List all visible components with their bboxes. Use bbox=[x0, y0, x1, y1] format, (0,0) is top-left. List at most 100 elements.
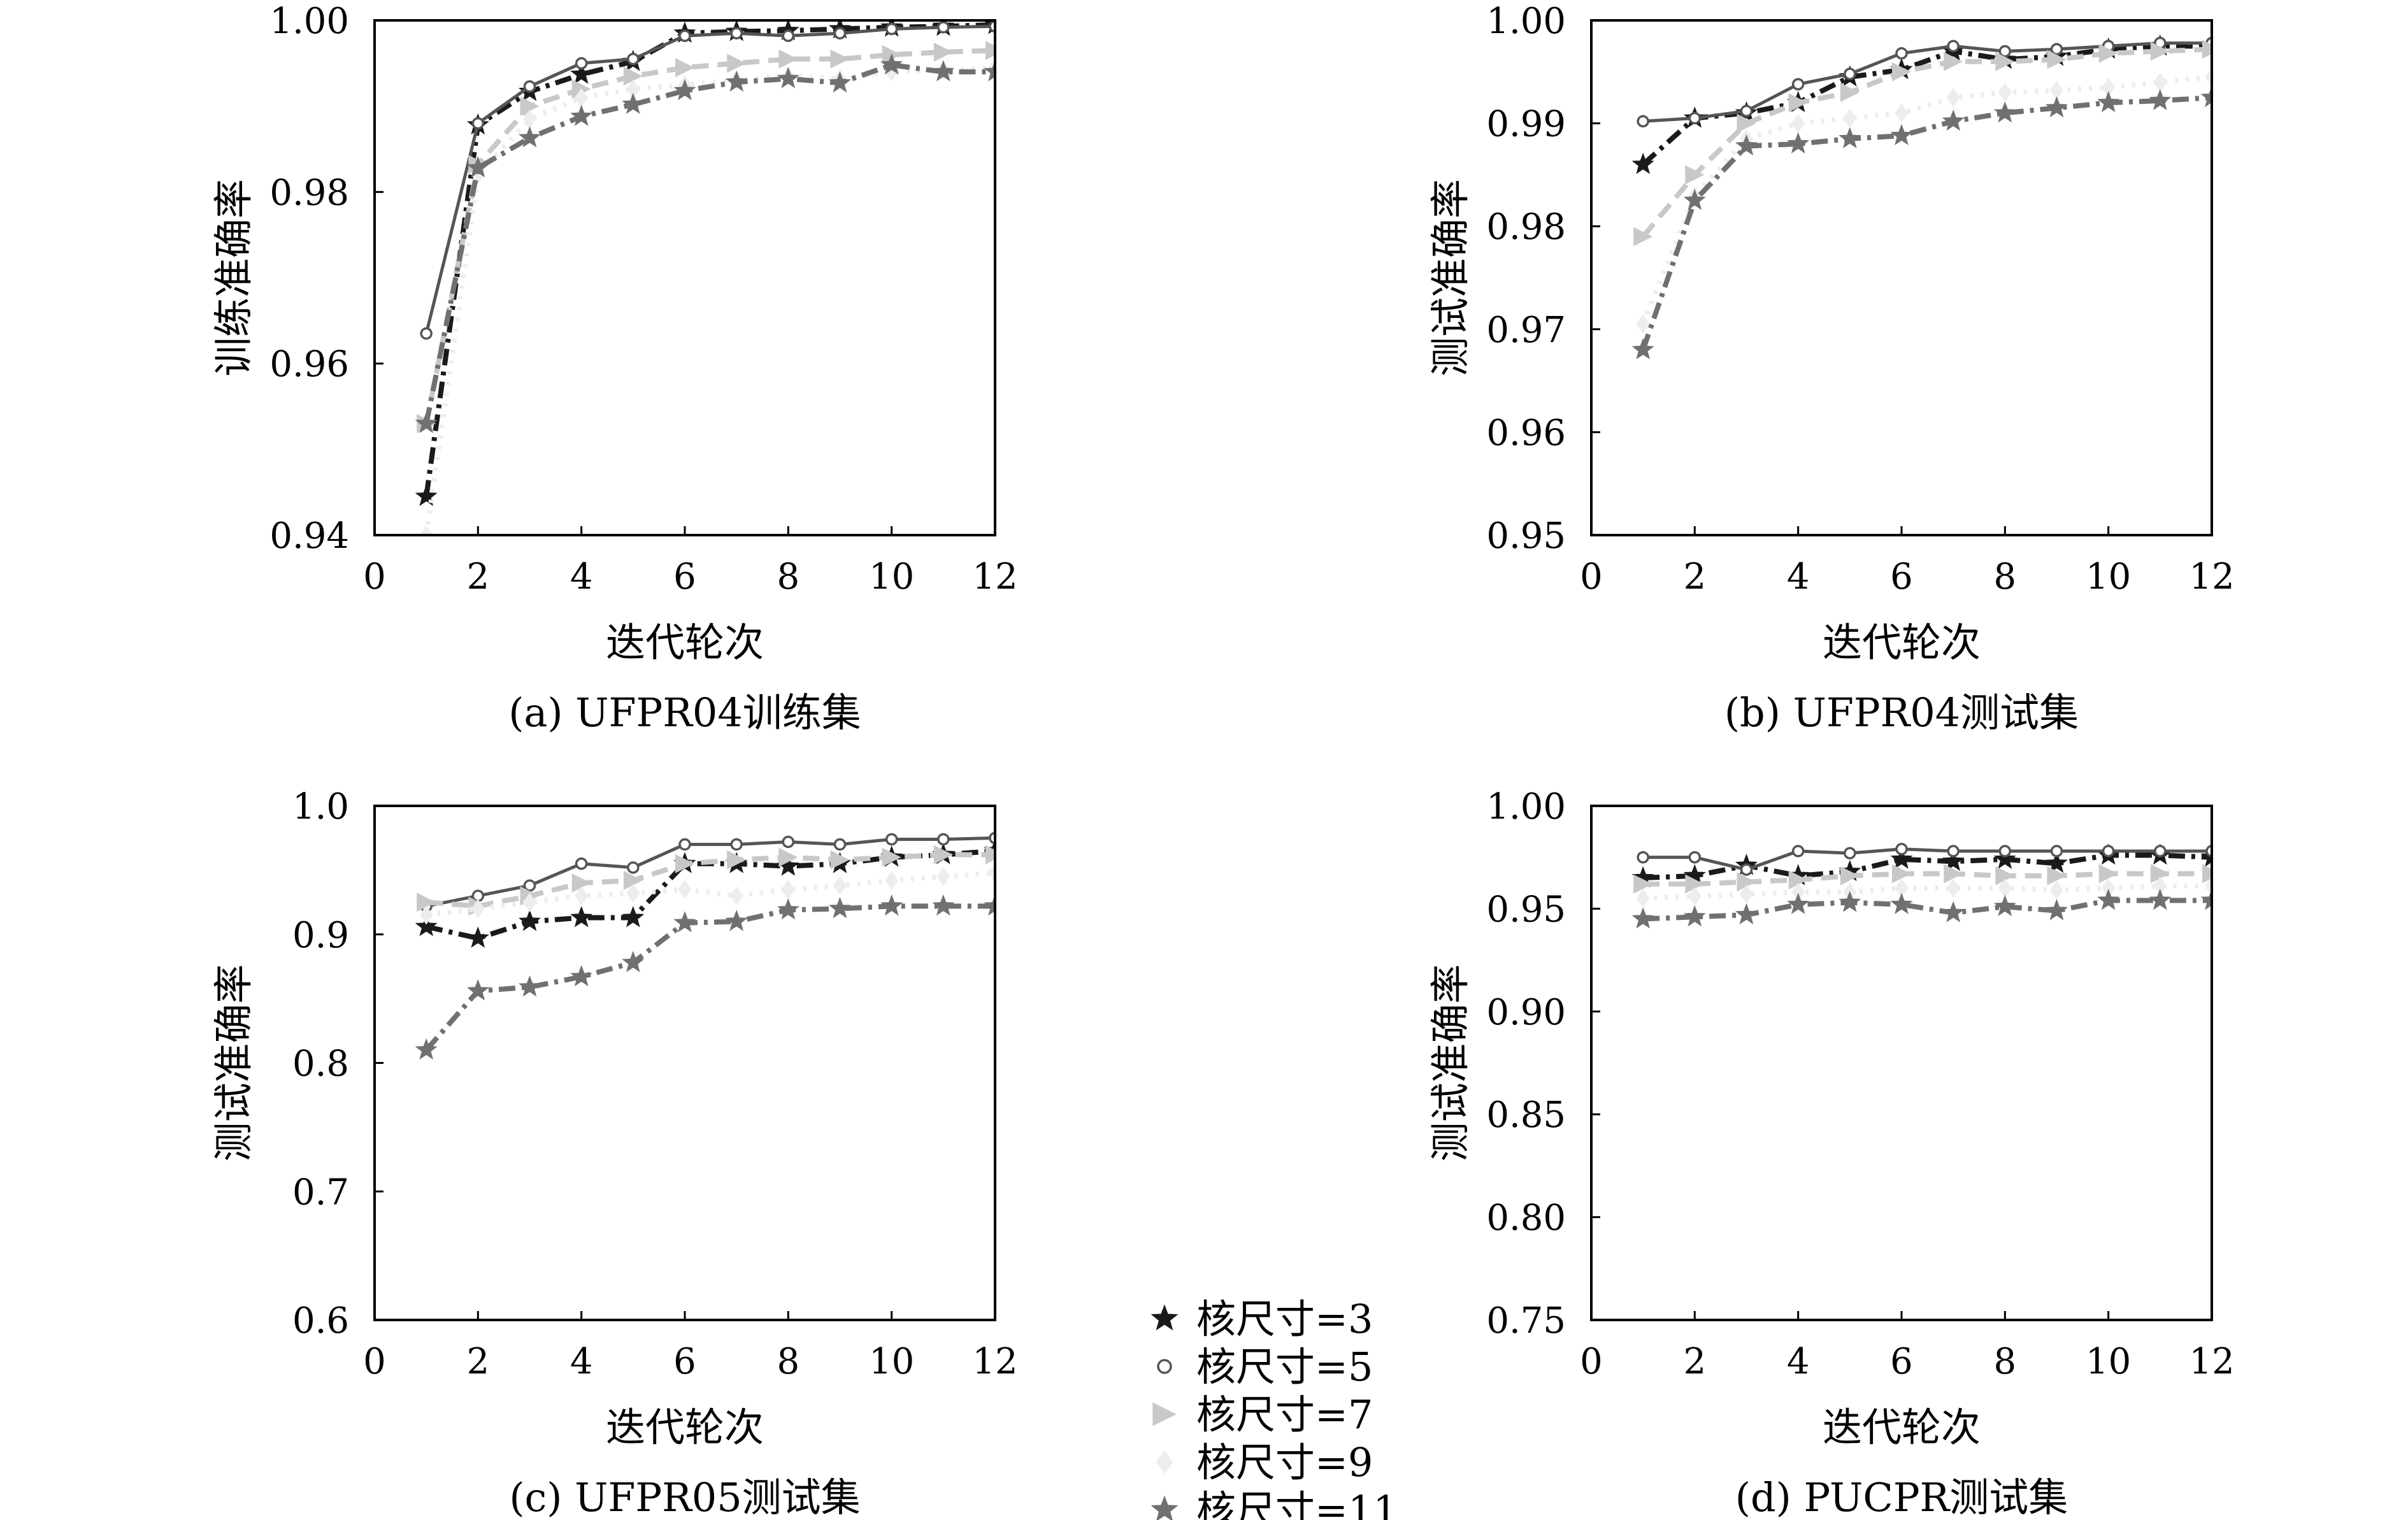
data-point bbox=[880, 53, 903, 75]
x-tick-label: 6 bbox=[673, 1341, 696, 1382]
data-point bbox=[932, 60, 955, 82]
series-line bbox=[426, 870, 995, 918]
data-point bbox=[833, 27, 847, 39]
y-tick-label: 0.97 bbox=[1486, 310, 1566, 351]
subplot-caption: (b) UFPR04测试集 bbox=[1724, 689, 2079, 736]
data-point bbox=[1735, 134, 1758, 156]
series-2 bbox=[1637, 843, 2212, 876]
data-point bbox=[885, 22, 898, 36]
data-point bbox=[2097, 90, 2120, 113]
data-point bbox=[626, 79, 640, 99]
data-point bbox=[1946, 878, 1960, 898]
data-point bbox=[1631, 152, 1654, 175]
data-point bbox=[2153, 72, 2167, 92]
data-point bbox=[626, 884, 640, 903]
data-point bbox=[933, 845, 953, 864]
data-point bbox=[1791, 882, 1805, 902]
data-point bbox=[622, 950, 645, 973]
x-tick-label: 2 bbox=[1684, 1341, 1707, 1382]
data-point bbox=[1788, 93, 1808, 113]
series-5 bbox=[1631, 889, 2212, 929]
chart-panel-4: 0 2 4 6 8 10 12 0.75 0.80 0.85 0.90 0.95 1.00 迭代轮次 测试准… bbox=[1427, 786, 2235, 1520]
series-line bbox=[1641, 47, 2212, 238]
data-point bbox=[518, 975, 541, 997]
data-point bbox=[2149, 89, 2172, 110]
series-3 bbox=[417, 41, 995, 433]
data-point bbox=[1685, 165, 1705, 185]
chart-panel-1: 0 2 4 6 8 10 12 0.94 0.96 0.98 1.00 迭代轮次 训练准确率 (a) UF… bbox=[210, 1, 1018, 736]
data-point bbox=[1947, 845, 1960, 857]
data-point bbox=[1843, 108, 1857, 128]
data-point bbox=[984, 894, 995, 916]
data-point bbox=[1737, 113, 1756, 133]
x-axis-label: 迭代轮次 bbox=[1823, 619, 1981, 666]
data-point bbox=[777, 898, 799, 920]
data-point bbox=[523, 109, 536, 129]
x-tick-label: 6 bbox=[673, 556, 696, 598]
data-point bbox=[419, 526, 433, 535]
data-point bbox=[2050, 845, 2063, 857]
series-3 bbox=[1633, 39, 2212, 247]
data-point bbox=[781, 880, 795, 900]
data-point bbox=[937, 21, 950, 34]
x-tick-label: 0 bbox=[363, 1341, 386, 1382]
data-point bbox=[828, 71, 852, 93]
data-point bbox=[1631, 907, 1654, 929]
legend-label: 核尺寸=5 bbox=[1196, 1344, 1373, 1390]
data-point bbox=[937, 833, 950, 846]
data-point bbox=[1895, 47, 1908, 60]
y-tick-label: 0.85 bbox=[1486, 1094, 1566, 1136]
series-line bbox=[424, 48, 995, 424]
series-line bbox=[1643, 852, 2212, 880]
data-point bbox=[2200, 845, 2212, 867]
y-tick-label: 1.00 bbox=[1486, 1, 1566, 42]
y-tick-label: 0.96 bbox=[269, 344, 349, 385]
data-point bbox=[1998, 83, 2012, 103]
subplot-caption: (d) PUCPR测试集 bbox=[1735, 1474, 2068, 1520]
data-point bbox=[1740, 863, 1753, 876]
data-point bbox=[1631, 338, 1654, 360]
data-point bbox=[1636, 314, 1650, 334]
data-point bbox=[1844, 847, 1856, 859]
data-point bbox=[782, 29, 795, 42]
x-tick-label: 0 bbox=[363, 556, 386, 598]
data-point bbox=[2153, 876, 2167, 896]
data-point bbox=[1636, 889, 1650, 908]
data-point bbox=[2045, 96, 2068, 118]
series-line bbox=[1643, 883, 2212, 901]
data-point bbox=[933, 42, 953, 62]
data-point bbox=[1998, 845, 2012, 857]
data-point bbox=[1637, 115, 1649, 128]
x-tick-label: 0 bbox=[1580, 556, 1603, 598]
data-point bbox=[2200, 85, 2212, 108]
series-5 bbox=[415, 53, 995, 433]
y-tick-label: 1.0 bbox=[292, 786, 349, 828]
data-point bbox=[1895, 878, 1909, 898]
data-point bbox=[1688, 887, 1702, 907]
x-tick-label: 12 bbox=[972, 556, 1017, 598]
series-1 bbox=[1631, 34, 2212, 175]
y-tick-label: 0.75 bbox=[1486, 1300, 1566, 1342]
data-point bbox=[828, 896, 852, 919]
data-point bbox=[1993, 101, 2016, 123]
data-point bbox=[2050, 80, 2063, 100]
data-point bbox=[2202, 39, 2212, 59]
data-point bbox=[575, 857, 588, 870]
data-point bbox=[523, 80, 536, 93]
legend-item: 核尺寸=11 bbox=[1150, 1487, 1398, 1520]
series-line bbox=[424, 62, 995, 424]
legend-label: 核尺寸=11 bbox=[1196, 1487, 1398, 1520]
data-point bbox=[885, 833, 898, 846]
x-tick-label: 12 bbox=[2189, 556, 2234, 598]
data-point bbox=[2200, 889, 2212, 910]
subplot-caption: (c) UFPR05测试集 bbox=[509, 1474, 860, 1520]
data-point bbox=[880, 894, 903, 916]
data-point bbox=[520, 96, 540, 116]
data-point bbox=[675, 854, 694, 873]
data-point bbox=[1892, 62, 1911, 82]
data-point bbox=[1844, 68, 1856, 80]
legend-item: 核尺寸=9 bbox=[1156, 1439, 1373, 1486]
series-line bbox=[426, 836, 995, 908]
